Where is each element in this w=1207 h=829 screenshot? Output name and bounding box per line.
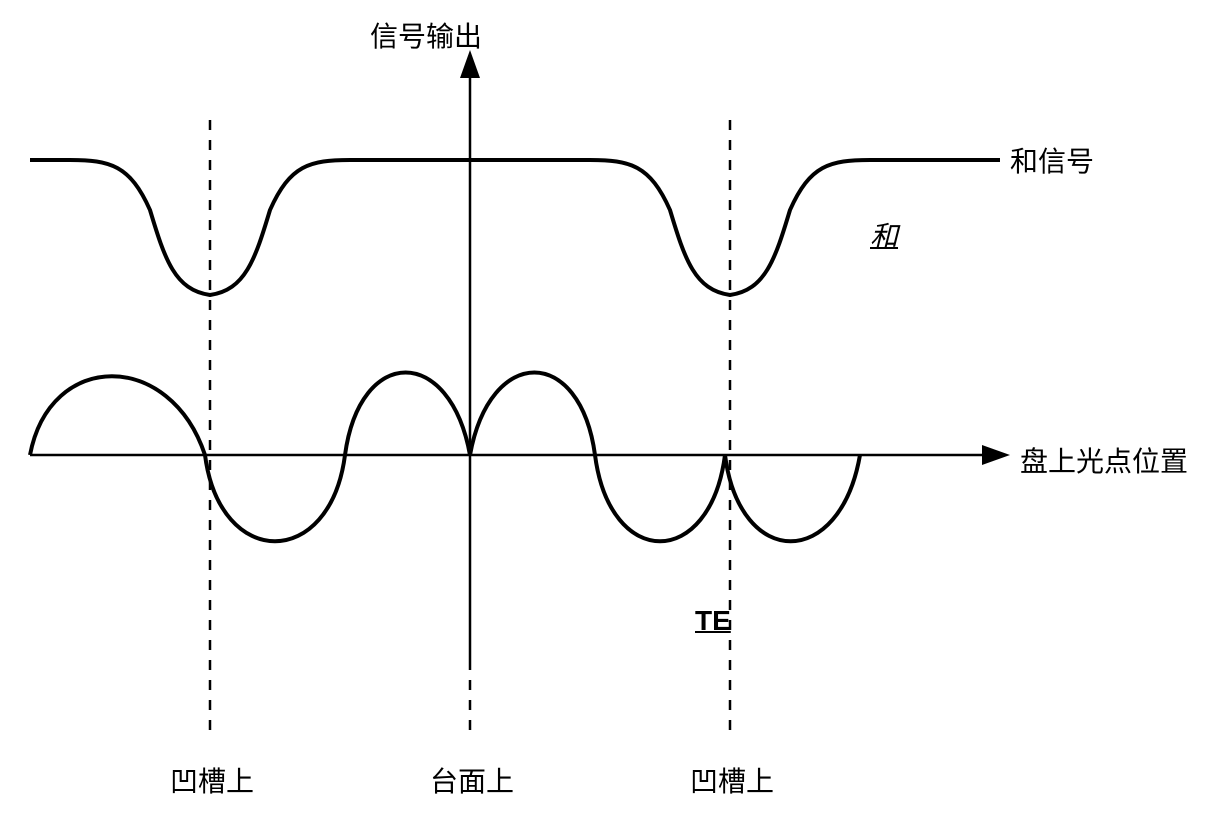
diagram-container: 信号输出 盘上光点位置 和信号 和 TE 凹槽上 台面上 凹槽上 <box>0 0 1207 829</box>
te-signal-curve <box>30 373 860 542</box>
vline-label-land-center: 台面上 <box>430 760 514 800</box>
x-axis-label: 盘上光点位置 <box>1020 440 1188 480</box>
vline-label-groove-right: 凹槽上 <box>690 760 774 800</box>
sum-signal-curve <box>30 160 1000 295</box>
diagram-svg <box>0 0 1207 829</box>
sum-signal-end-label: 和信号 <box>1010 140 1094 180</box>
y-axis-label: 信号输出 <box>370 15 482 55</box>
sum-signal-mid-label: 和 <box>870 215 898 255</box>
te-label: TE <box>695 605 731 637</box>
x-axis-arrow <box>982 445 1010 465</box>
vline-label-groove-left: 凹槽上 <box>170 760 254 800</box>
